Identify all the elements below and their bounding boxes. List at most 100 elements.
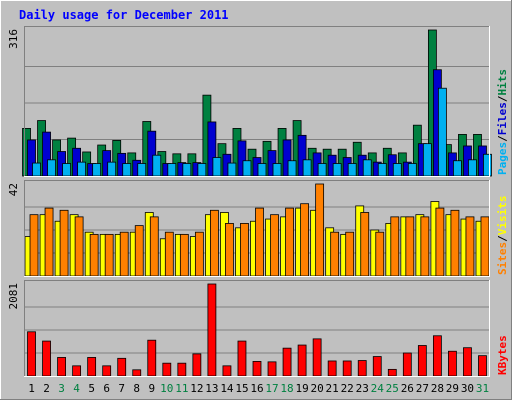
bar-kbytes-day-8 xyxy=(132,369,142,377)
bar-kbytes-day-11 xyxy=(177,362,187,377)
x-tick-day-2: 2 xyxy=(43,382,50,395)
bar-kbytes-day-20 xyxy=(312,338,322,377)
bar-sites-day-14 xyxy=(225,223,234,277)
x-tick-day-1: 1 xyxy=(28,382,35,395)
chart-title: Daily usage for December 2011 xyxy=(19,8,229,22)
x-tick-day-5: 5 xyxy=(88,382,95,395)
bar-pages-day-30 xyxy=(468,159,477,177)
bar-kbytes-day-9 xyxy=(147,339,157,377)
bar-kbytes-day-18 xyxy=(282,347,292,377)
bar-pages-day-17 xyxy=(272,163,282,177)
panel-sites-visits: 42 Sites/Visits xyxy=(7,180,509,277)
y-max-label: 2081 xyxy=(7,283,20,310)
x-tick-day-28: 28 xyxy=(431,382,444,395)
bar-sites-day-20 xyxy=(315,183,325,277)
bar-sites-day-5 xyxy=(89,233,99,277)
bar-pages-day-27 xyxy=(422,143,432,177)
bar-sites-day-23 xyxy=(360,212,370,277)
bar-kbytes-day-23 xyxy=(357,360,367,377)
legend-files: Files xyxy=(496,102,509,135)
legend-kbytes: KBytes xyxy=(496,335,509,375)
x-tick-day-16: 16 xyxy=(250,382,263,395)
x-tick-day-18: 18 xyxy=(280,382,293,395)
legend-sites-visits: Sites/Visits xyxy=(496,196,509,276)
x-tick-day-11: 11 xyxy=(175,382,188,395)
x-tick-day-9: 9 xyxy=(148,382,155,395)
legend-separator: / xyxy=(496,135,509,142)
bar-kbytes-day-7 xyxy=(117,357,127,377)
bar-sites-day-8 xyxy=(134,225,144,277)
bar-sites-day-11 xyxy=(179,233,189,277)
bar-sites-day-29 xyxy=(450,209,460,277)
bar-pages-day-18 xyxy=(287,160,297,177)
x-tick-day-30: 30 xyxy=(461,382,474,395)
bar-kbytes-day-1 xyxy=(27,331,36,377)
y-max-label: 42 xyxy=(7,183,20,196)
bar-pages-day-2 xyxy=(47,159,56,177)
bar-pages-day-6 xyxy=(107,161,117,177)
bar-kbytes-day-6 xyxy=(102,365,112,377)
x-tick-day-20: 20 xyxy=(311,382,324,395)
x-tick-day-7: 7 xyxy=(118,382,125,395)
bar-pages-day-29 xyxy=(453,160,462,177)
bar-pages-day-16 xyxy=(257,163,267,177)
x-tick-day-6: 6 xyxy=(103,382,110,395)
legend-separator: / xyxy=(496,235,509,242)
bar-sites-day-3 xyxy=(59,209,69,277)
bar-kbytes-day-22 xyxy=(342,360,352,377)
bar-pages-day-21 xyxy=(332,163,342,177)
x-tick-day-4: 4 xyxy=(73,382,80,395)
x-tick-day-10: 10 xyxy=(160,382,173,395)
bar-sites-day-27 xyxy=(420,216,430,277)
x-tick-day-17: 17 xyxy=(265,382,278,395)
bar-sites-day-18 xyxy=(285,207,294,277)
y-max-label: 316 xyxy=(7,29,20,49)
bar-pages-day-23 xyxy=(362,159,372,177)
x-axis-labels: 1 2 3 4 5 6 7 8 9 10 11 12 13 14 15 16 17 18 19 20 21 22 23 24 2… xyxy=(28,382,489,395)
bar-pages-day-22 xyxy=(347,163,357,177)
x-tick-day-21: 21 xyxy=(326,382,339,395)
legend-separator: / xyxy=(496,95,509,102)
bar-sites-day-9 xyxy=(149,216,159,277)
bar-sites-day-13 xyxy=(209,209,219,277)
bar-pages-day-31 xyxy=(483,153,492,177)
bar-pages-day-12 xyxy=(197,163,207,177)
bar-kbytes-day-26 xyxy=(402,352,412,377)
bar-sites-day-16 xyxy=(255,207,264,277)
x-tick-day-23: 23 xyxy=(356,382,369,395)
bar-pages-day-4 xyxy=(77,161,87,177)
bar-sites-day-1 xyxy=(29,214,39,277)
legend-pages: Pages xyxy=(496,142,509,175)
bar-sites-day-12 xyxy=(194,231,204,277)
bar-sites-day-17 xyxy=(270,214,279,277)
bar-kbytes-day-24 xyxy=(372,356,382,377)
x-tick-day-31: 31 xyxy=(476,382,489,395)
bar-pages-day-3 xyxy=(62,163,71,177)
legend-hits: Hits xyxy=(496,69,509,96)
bar-pages-day-20 xyxy=(317,163,327,177)
bar-pages-day-1 xyxy=(32,162,41,177)
bar-kbytes-day-28 xyxy=(432,335,442,377)
bar-pages-day-9 xyxy=(152,154,162,177)
bar-kbytes-day-10 xyxy=(162,362,172,377)
bar-pages-day-15 xyxy=(242,160,252,177)
bar-pages-day-13 xyxy=(212,157,222,177)
legend-pages-files-hits: Pages/Files/Hits xyxy=(496,69,509,175)
bar-pages-day-14 xyxy=(227,162,237,177)
chart-panels: 316Pages/Files/Hits42Sites/Visits2081KBy… xyxy=(7,26,509,377)
bar-kbytes-day-14 xyxy=(222,365,232,377)
bar-kbytes-day-5 xyxy=(87,357,97,377)
bar-pages-day-10 xyxy=(167,163,177,177)
bar-sites-day-24 xyxy=(375,231,385,277)
bar-pages-day-5 xyxy=(92,163,102,177)
legend-sites: Sites xyxy=(496,242,509,275)
bar-sites-day-26 xyxy=(405,216,415,277)
x-tick-day-26: 26 xyxy=(401,382,414,395)
x-tick-day-27: 27 xyxy=(416,382,429,395)
bar-sites-day-4 xyxy=(74,216,84,277)
bar-sites-day-15 xyxy=(240,223,249,277)
bar-sites-day-7 xyxy=(119,231,129,277)
bar-sites-day-6 xyxy=(104,233,114,277)
bar-kbytes-day-19 xyxy=(297,344,307,377)
